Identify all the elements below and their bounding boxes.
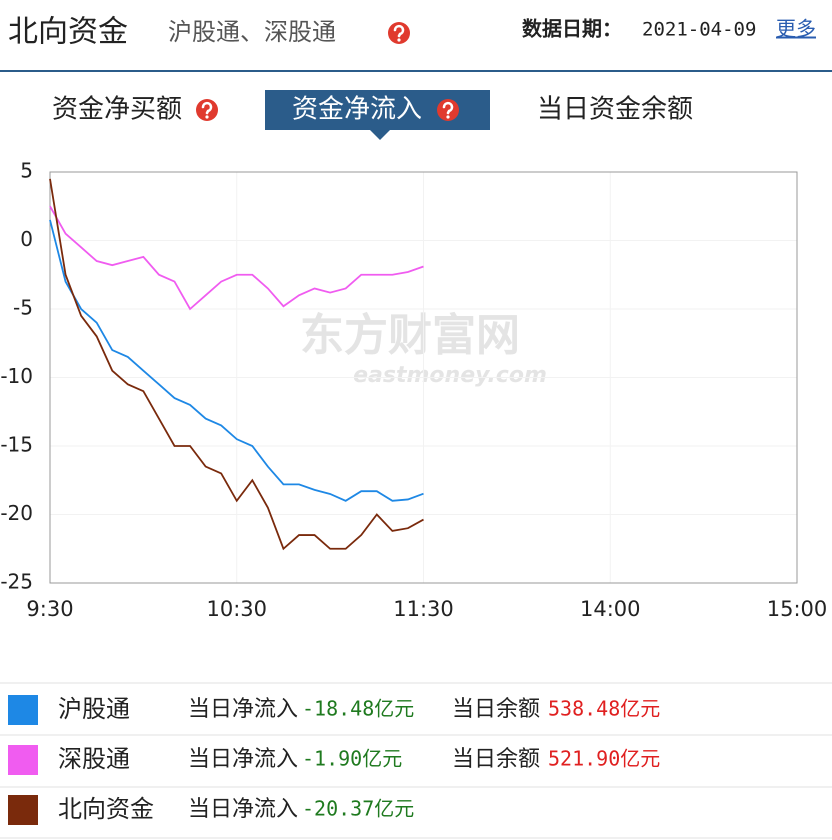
- title: 北向资金: [8, 15, 128, 50]
- y-tick-label: -15: [0, 433, 33, 457]
- tab[interactable]: 当日资金余额: [537, 95, 693, 125]
- series-line: [49, 178, 424, 551]
- legend-name: 沪股通: [58, 695, 130, 723]
- help-icon[interactable]: [435, 97, 461, 123]
- legend-name: 深股通: [58, 745, 130, 773]
- flow-value: -1.90亿元: [302, 747, 402, 771]
- balance-label: 当日余额: [452, 697, 540, 722]
- series-line: [49, 219, 424, 502]
- watermark: 东方财富网: [300, 310, 520, 361]
- y-tick-label: 0: [20, 227, 33, 251]
- y-tick-label: -25: [0, 570, 33, 594]
- flow-label: 当日净流入: [188, 797, 298, 822]
- balance-value: 538.48亿元: [548, 697, 660, 721]
- date-label: 数据日期：: [522, 17, 622, 41]
- legend-name: 北向资金: [58, 795, 154, 823]
- balance-value: 521.90亿元: [548, 747, 660, 771]
- legend-swatch: [8, 745, 38, 775]
- series-line: [49, 205, 424, 311]
- flow-label: 当日净流入: [188, 697, 298, 722]
- more-link[interactable]: 更多: [776, 17, 816, 41]
- y-tick-label: -20: [0, 501, 33, 525]
- date: 2021-04-09: [642, 19, 756, 41]
- help-icon[interactable]: [386, 20, 412, 46]
- x-tick-label: 10:30: [206, 597, 267, 621]
- flow-value: -18.48亿元: [302, 697, 414, 721]
- tab-pointer: [370, 130, 390, 140]
- flow-value: -20.37亿元: [302, 797, 414, 821]
- subtitle: 沪股通、深股通: [168, 18, 336, 46]
- x-tick-label: 14:00: [580, 597, 641, 621]
- y-tick-label: -5: [13, 296, 33, 320]
- tab-active[interactable]: 资金净流入: [292, 95, 422, 125]
- plot-frame: [49, 171, 798, 584]
- balance-label: 当日余额: [452, 747, 540, 772]
- x-tick-label: 11:30: [393, 597, 454, 621]
- legend-swatch: [8, 795, 38, 825]
- x-tick-label: 15:00: [767, 597, 828, 621]
- plot: 5 0 -5 -10 -15 -20 -25 9:30 10:30 11:30 14:00 15:00: [0, 159, 827, 622]
- flow-label: 当日净流入: [188, 747, 298, 772]
- y-tick-label: 5: [20, 159, 33, 183]
- y-tick-label: -10: [0, 364, 33, 388]
- legend-swatch: [8, 695, 38, 725]
- watermark: eastmoney.com: [353, 363, 547, 388]
- help-icon[interactable]: [194, 97, 220, 123]
- tab[interactable]: 资金净买额: [52, 95, 182, 125]
- x-tick-label: 9:30: [26, 597, 73, 621]
